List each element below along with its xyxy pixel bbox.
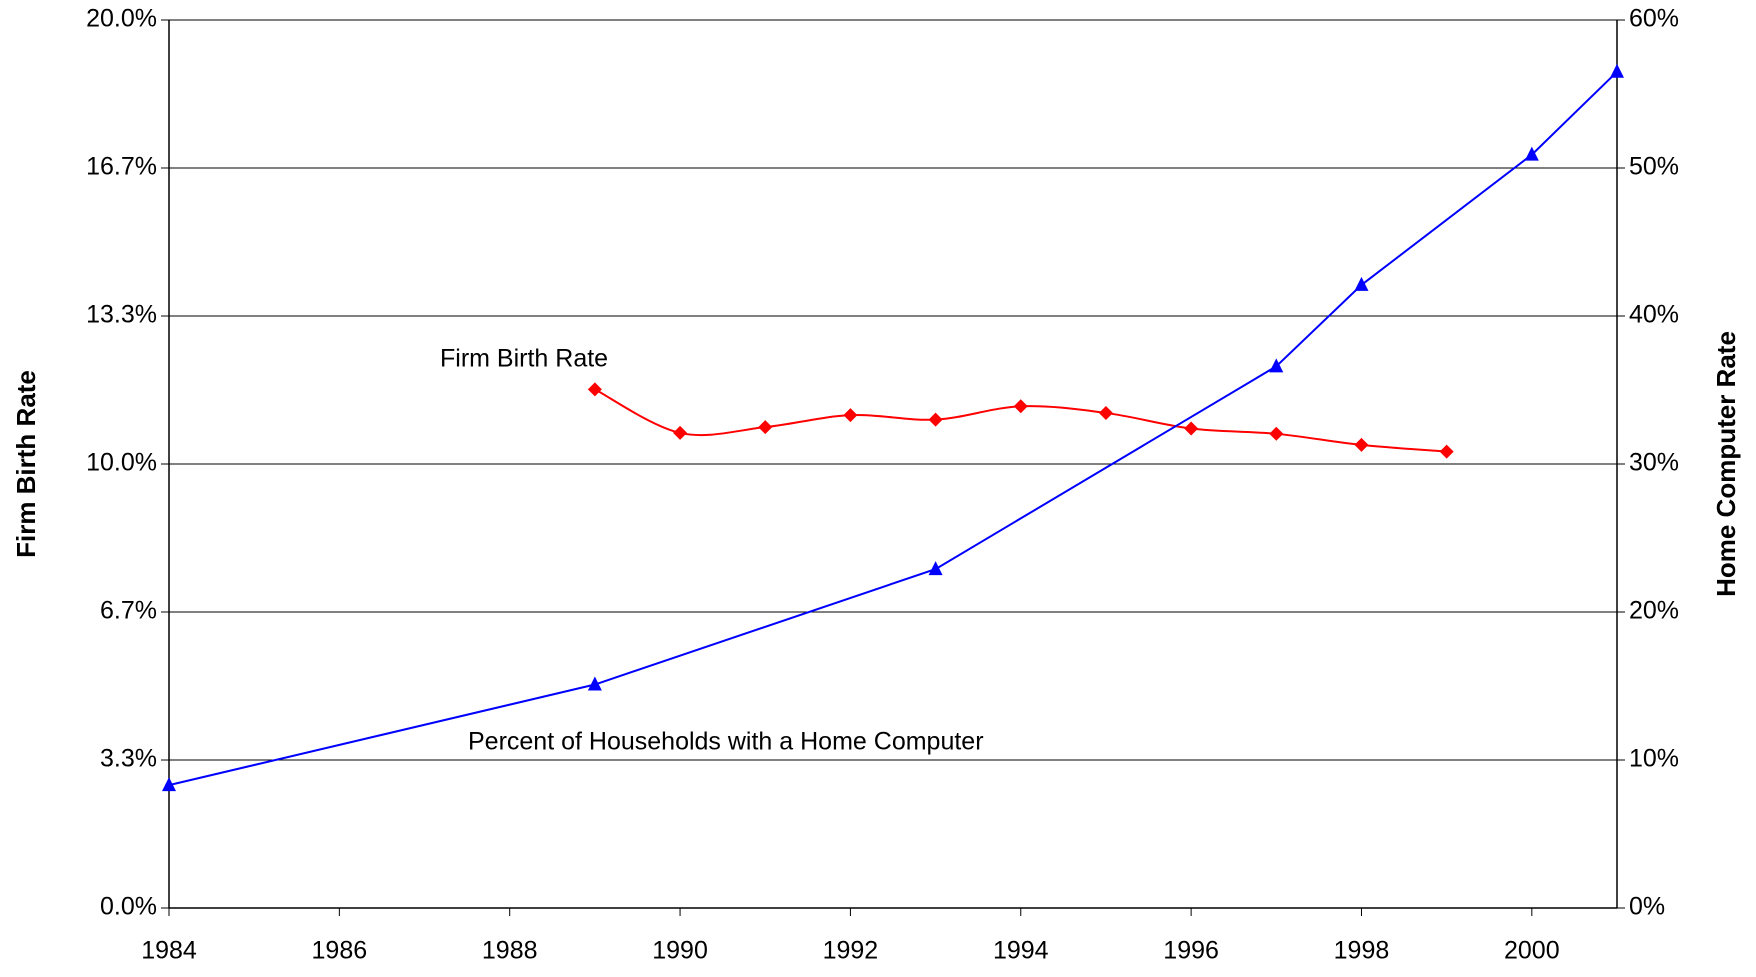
point-marker [1098, 405, 1113, 420]
y2-axis-title: Home Computer Rate [1711, 331, 1741, 597]
point-marker [1184, 421, 1199, 436]
x-tick-label: 1986 [312, 937, 368, 965]
point-marker [843, 408, 858, 423]
series-line [168, 71, 1618, 787]
point-marker [1269, 426, 1284, 441]
y-tick-label: 10.0% [86, 449, 157, 477]
point-marker [1524, 146, 1539, 161]
y2-tick-label: 30% [1629, 449, 1679, 477]
x-tick-label: 2000 [1504, 937, 1560, 965]
x-tick-label: 1990 [652, 937, 708, 965]
series-annotation: Firm Birth Rate [440, 345, 608, 373]
y2-tick-label: 20% [1629, 597, 1679, 625]
y-tick-label: 0.0% [100, 893, 157, 921]
y-tick-label: 20.0% [86, 5, 157, 33]
y-tick-label: 6.7% [100, 597, 157, 625]
y2-tick-label: 10% [1629, 745, 1679, 773]
point-marker [1610, 63, 1624, 78]
x-tick-label: 1984 [141, 937, 197, 965]
point-marker [1013, 399, 1028, 414]
x-tick-label: 1996 [1163, 937, 1219, 965]
point-marker [587, 676, 602, 691]
point-marker [162, 777, 176, 792]
y-axis-title: Firm Birth Rate [11, 370, 41, 558]
y-tick-label: 3.3% [100, 745, 157, 773]
point-marker [1269, 358, 1284, 373]
x-tick-label: 1998 [1334, 937, 1390, 965]
x-tick-label: 1992 [823, 937, 879, 965]
y2-tick-label: 50% [1629, 153, 1679, 181]
y2-tick-label: 60% [1629, 5, 1679, 33]
y-tick-label: 16.7% [86, 153, 157, 181]
point-marker [1354, 276, 1369, 291]
x-tick-label: 1988 [482, 937, 538, 965]
y2-tick-label: 40% [1629, 301, 1679, 329]
point-marker [928, 561, 943, 576]
point-marker [1354, 437, 1369, 452]
series-annotation: Percent of Households with a Home Comput… [468, 728, 984, 756]
point-marker [928, 412, 943, 427]
point-marker [758, 420, 773, 435]
series-line [594, 388, 1447, 453]
point-marker [673, 425, 688, 440]
point-marker [587, 382, 602, 397]
y-tick-label: 13.3% [86, 301, 157, 329]
y2-tick-label: 0% [1629, 893, 1665, 921]
x-tick-label: 1994 [993, 937, 1049, 965]
point-marker [1439, 444, 1454, 459]
